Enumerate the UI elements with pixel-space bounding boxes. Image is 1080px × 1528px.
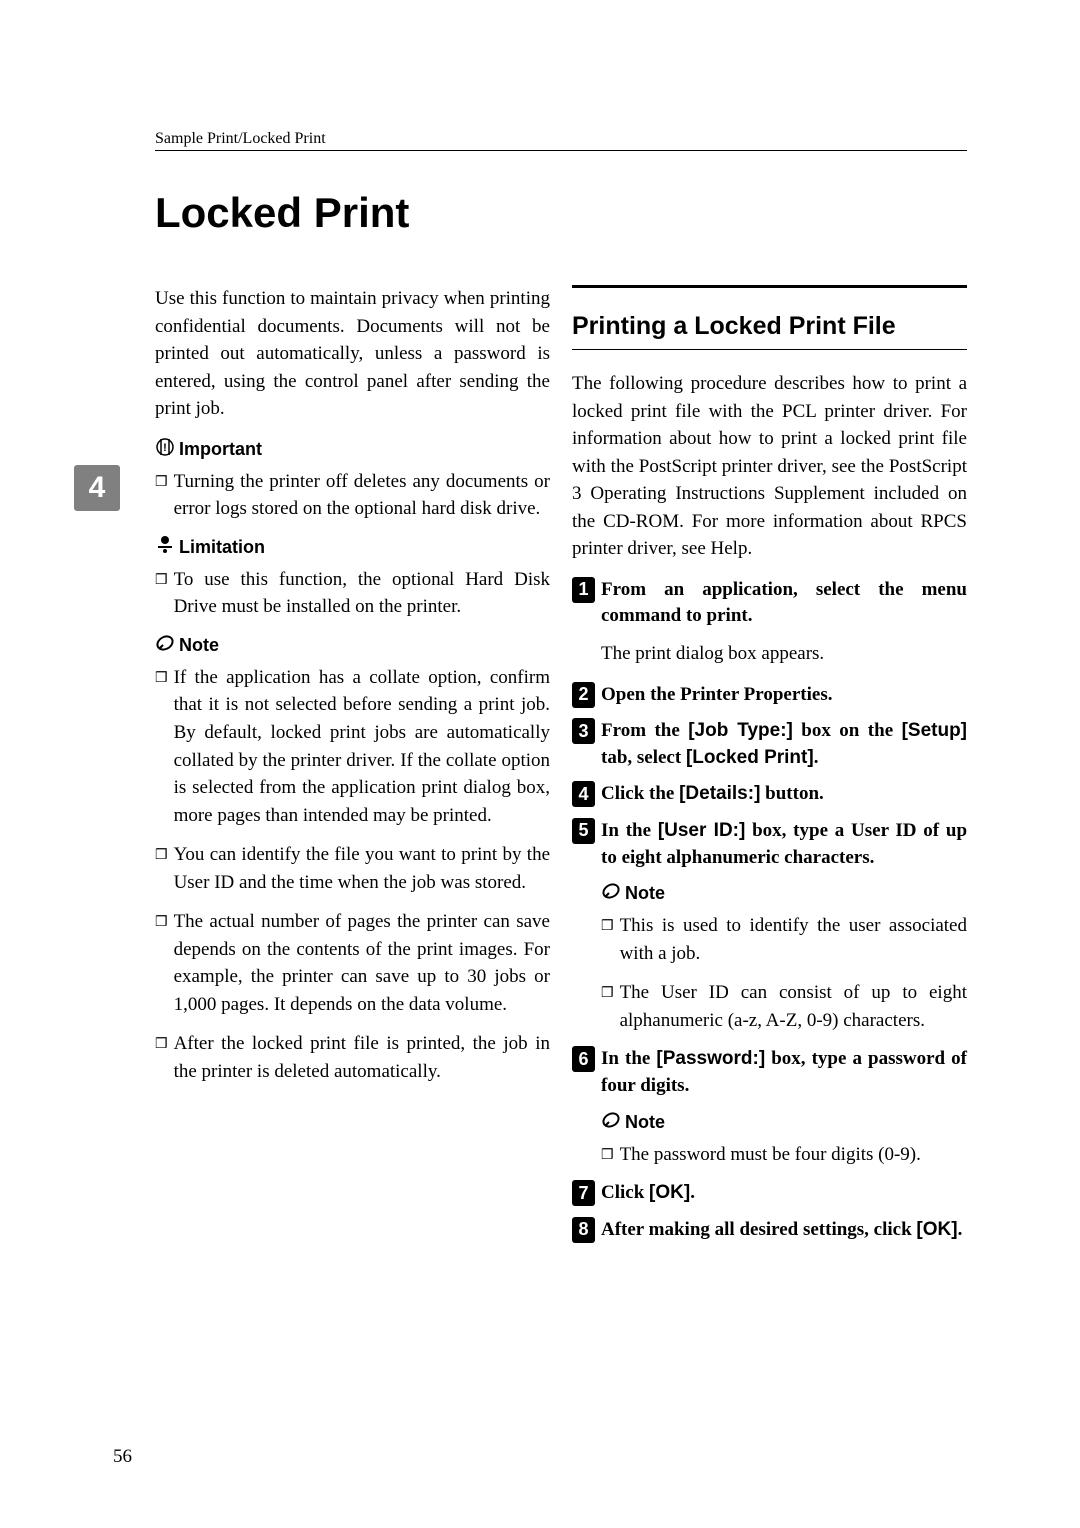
limitation-text: To use this function, the optional Hard … bbox=[174, 566, 550, 621]
content-area: Use this function to maintain privacy wh… bbox=[155, 285, 967, 1253]
note-text-4: After the locked print file is printed, … bbox=[174, 1030, 550, 1085]
bullet-marker-icon: ❒ bbox=[155, 841, 168, 896]
note-icon bbox=[155, 633, 175, 658]
note-label: Note bbox=[179, 635, 219, 656]
limitation-bullet: ❒ To use this function, the optional Har… bbox=[155, 566, 550, 621]
header-section-label: Sample Print/Locked Print bbox=[155, 130, 967, 148]
step-6-text: In the [Password:] box, type a password … bbox=[601, 1046, 967, 1099]
page-number: 56 bbox=[113, 1446, 132, 1468]
step5-note-text-1: This is used to identify the user associ… bbox=[620, 912, 967, 967]
important-bullet: ❒ Turning the printer off deletes any do… bbox=[155, 468, 550, 523]
step-8: 8 After making all desired settings, cli… bbox=[572, 1217, 967, 1244]
step-1: 1 From an application, select the menu c… bbox=[572, 577, 967, 630]
step-5: 5 In the [User ID:] box, type a User ID … bbox=[572, 818, 967, 871]
bullet-marker-icon: ❒ bbox=[601, 979, 614, 1034]
important-label: Important bbox=[179, 439, 262, 460]
bullet-marker-icon: ❒ bbox=[155, 664, 168, 829]
step5-note-text-2: The User ID can consist of up to eight a… bbox=[620, 979, 967, 1034]
step-2-text: Open the Printer Properties. bbox=[601, 682, 967, 709]
step5-note-1: ❒ This is used to identify the user asso… bbox=[601, 912, 967, 967]
intro-paragraph: Use this function to maintain privacy wh… bbox=[155, 285, 550, 423]
step6-note-text: The password must be four digits (0-9). bbox=[620, 1141, 967, 1169]
note-text-2: You can identify the file you want to pr… bbox=[174, 841, 550, 896]
step-number-icon: 3 bbox=[572, 718, 595, 744]
section-rule-top bbox=[572, 285, 967, 288]
section-title: Printing a Locked Print File bbox=[572, 312, 967, 341]
step6-note-1: ❒ The password must be four digits (0-9)… bbox=[601, 1141, 967, 1169]
bullet-marker-icon: ❒ bbox=[155, 908, 168, 1018]
note-bullet-3: ❒ The actual number of pages the printer… bbox=[155, 908, 550, 1018]
note-bullet-1: ❒ If the application has a collate optio… bbox=[155, 664, 550, 829]
limitation-heading: Limitation bbox=[155, 535, 550, 560]
step-4: 4 Click the [Details:] button. bbox=[572, 781, 967, 808]
step-number-icon: 6 bbox=[572, 1046, 595, 1072]
note-text-1: If the application has a collate option,… bbox=[174, 664, 550, 829]
step-6: 6 In the [Password:] box, type a passwor… bbox=[572, 1046, 967, 1099]
note-icon bbox=[601, 1110, 621, 1135]
important-heading: ! Important bbox=[155, 437, 550, 462]
step-3: 3 From the [Job Type:] box on the [Setup… bbox=[572, 718, 967, 771]
bullet-marker-icon: ❒ bbox=[601, 1141, 614, 1169]
step-number-icon: 5 bbox=[572, 818, 595, 844]
section-intro: The following procedure describes how to… bbox=[572, 370, 967, 563]
step5-note-2: ❒ The User ID can consist of up to eight… bbox=[601, 979, 967, 1034]
step-number-icon: 4 bbox=[572, 781, 595, 807]
step-3-text: From the [Job Type:] box on the [Setup] … bbox=[601, 718, 967, 771]
note-text-3: The actual number of pages the printer c… bbox=[174, 908, 550, 1018]
step-number-icon: 1 bbox=[572, 577, 595, 603]
note-label: Note bbox=[625, 883, 665, 904]
step-7-text: Click [OK]. bbox=[601, 1180, 967, 1207]
step-4-text: Click the [Details:] button. bbox=[601, 781, 967, 808]
bullet-marker-icon: ❒ bbox=[155, 566, 168, 621]
chapter-tab: 4 bbox=[74, 465, 120, 511]
svg-text:!: ! bbox=[163, 442, 167, 454]
note-heading: Note bbox=[155, 633, 550, 658]
bullet-marker-icon: ❒ bbox=[155, 468, 168, 523]
note-icon bbox=[601, 881, 621, 906]
note-bullet-4: ❒ After the locked print file is printed… bbox=[155, 1030, 550, 1085]
step-1-text: From an application, select the menu com… bbox=[601, 577, 967, 630]
step-number-icon: 7 bbox=[572, 1180, 595, 1206]
left-column: Use this function to maintain privacy wh… bbox=[155, 285, 550, 1253]
section-rule-bottom bbox=[572, 349, 967, 350]
limitation-label: Limitation bbox=[179, 537, 265, 558]
limitation-icon bbox=[155, 535, 175, 560]
bullet-marker-icon: ❒ bbox=[155, 1030, 168, 1085]
bullet-marker-icon: ❒ bbox=[601, 912, 614, 967]
right-column: Printing a Locked Print File The followi… bbox=[572, 285, 967, 1253]
header-rule bbox=[155, 150, 967, 151]
note-bullet-2: ❒ You can identify the file you want to … bbox=[155, 841, 550, 896]
step-7: 7 Click [OK]. bbox=[572, 1180, 967, 1207]
important-text: Turning the printer off deletes any docu… bbox=[174, 468, 550, 523]
step-2: 2 Open the Printer Properties. bbox=[572, 682, 967, 709]
step5-note-heading: Note bbox=[601, 881, 967, 906]
step6-note-heading: Note bbox=[601, 1110, 967, 1135]
step-number-icon: 2 bbox=[572, 682, 595, 708]
step-5-text: In the [User ID:] box, type a User ID of… bbox=[601, 818, 967, 871]
step-1-body: The print dialog box appears. bbox=[601, 640, 967, 668]
page-title: Locked Print bbox=[155, 189, 967, 237]
step-8-text: After making all desired settings, click… bbox=[601, 1217, 967, 1244]
important-icon: ! bbox=[155, 437, 175, 462]
step-number-icon: 8 bbox=[572, 1217, 595, 1243]
note-label: Note bbox=[625, 1112, 665, 1133]
